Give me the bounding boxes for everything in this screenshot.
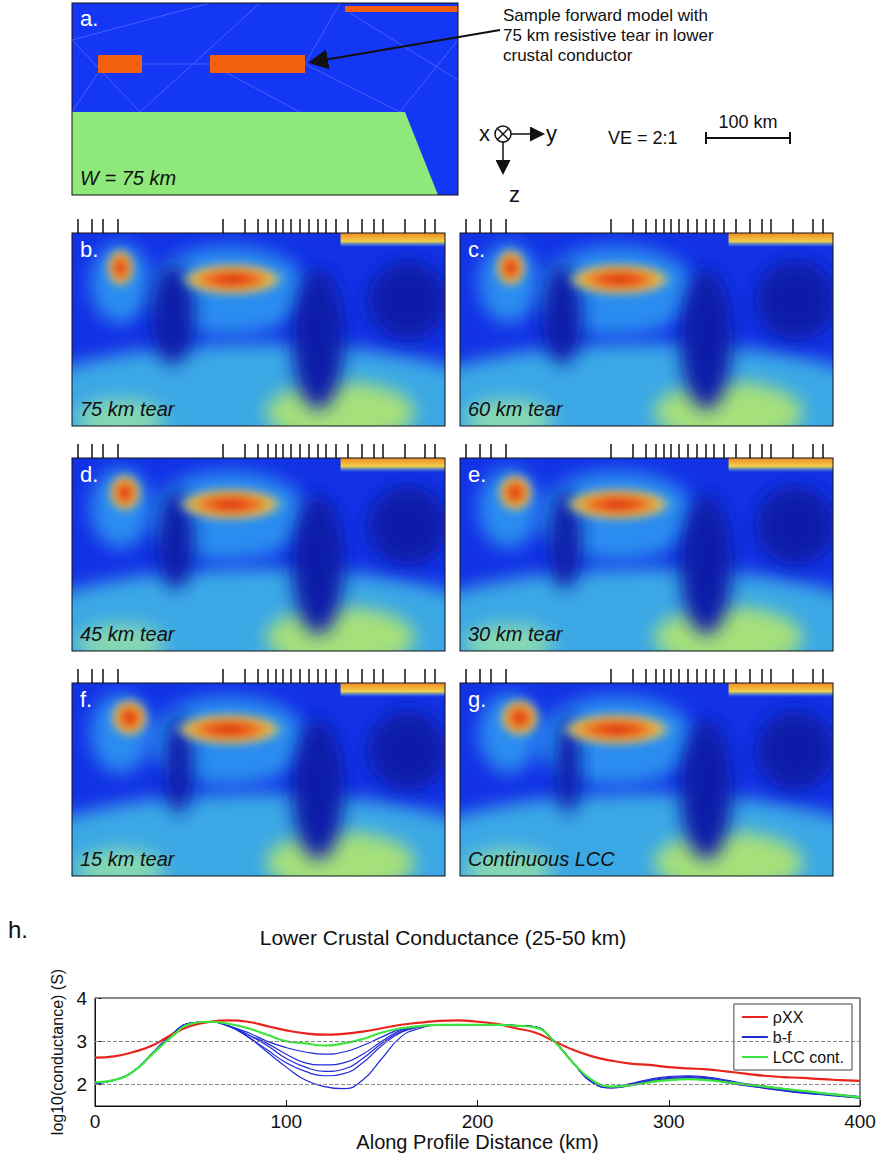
html-text:h.: h. — [8, 916, 28, 943]
svg-text:200: 200 — [462, 1111, 494, 1132]
svg-text:30 km tear: 30 km tear — [468, 623, 564, 645]
html-text:Sample forward model with 75 k: Sample forward model with 75 km resistiv… — [503, 6, 714, 65]
svg-text:c.: c. — [468, 237, 485, 262]
svg-text:100: 100 — [270, 1111, 302, 1132]
svg-text:LCC cont.: LCC cont. — [773, 1049, 844, 1066]
svg-text:a.: a. — [80, 6, 98, 31]
svg-text:0: 0 — [90, 1111, 101, 1132]
svg-text:e.: e. — [468, 462, 486, 487]
svg-text:400: 400 — [844, 1111, 876, 1132]
svg-text:d.: d. — [80, 462, 98, 487]
svg-text:W = 75 km: W = 75 km — [80, 167, 176, 189]
svg-text:3: 3 — [76, 1031, 87, 1052]
svg-text:g.: g. — [468, 687, 486, 712]
svg-text:15 km tear: 15 km tear — [80, 848, 176, 870]
svg-text:y: y — [546, 121, 557, 146]
svg-text:x: x — [479, 121, 490, 146]
svg-text:z: z — [509, 182, 520, 207]
svg-text:300: 300 — [653, 1111, 685, 1132]
svg-text:Lower Crustal Conductance (25-: Lower Crustal Conductance (25-50 km) — [260, 926, 627, 949]
svg-text:f.: f. — [80, 687, 92, 712]
svg-text:4: 4 — [76, 988, 87, 1009]
svg-text:log10(conductance) (S): log10(conductance) (S) — [49, 969, 66, 1135]
svg-text:VE = 2:1: VE = 2:1 — [608, 128, 678, 148]
svg-text:ρXX: ρXX — [773, 1009, 804, 1026]
svg-text:60 km tear: 60 km tear — [468, 398, 564, 420]
svg-text:Along Profile Distance (km): Along Profile Distance (km) — [356, 1131, 598, 1153]
svg-text:75 km tear: 75 km tear — [80, 398, 176, 420]
svg-text:Continuous LCC: Continuous LCC — [468, 848, 615, 870]
svg-text:100 km: 100 km — [718, 112, 777, 132]
svg-text:b-f: b-f — [773, 1029, 792, 1046]
svg-text:45 km tear: 45 km tear — [80, 623, 176, 645]
svg-text:2: 2 — [76, 1074, 87, 1095]
svg-text:b.: b. — [80, 237, 98, 262]
